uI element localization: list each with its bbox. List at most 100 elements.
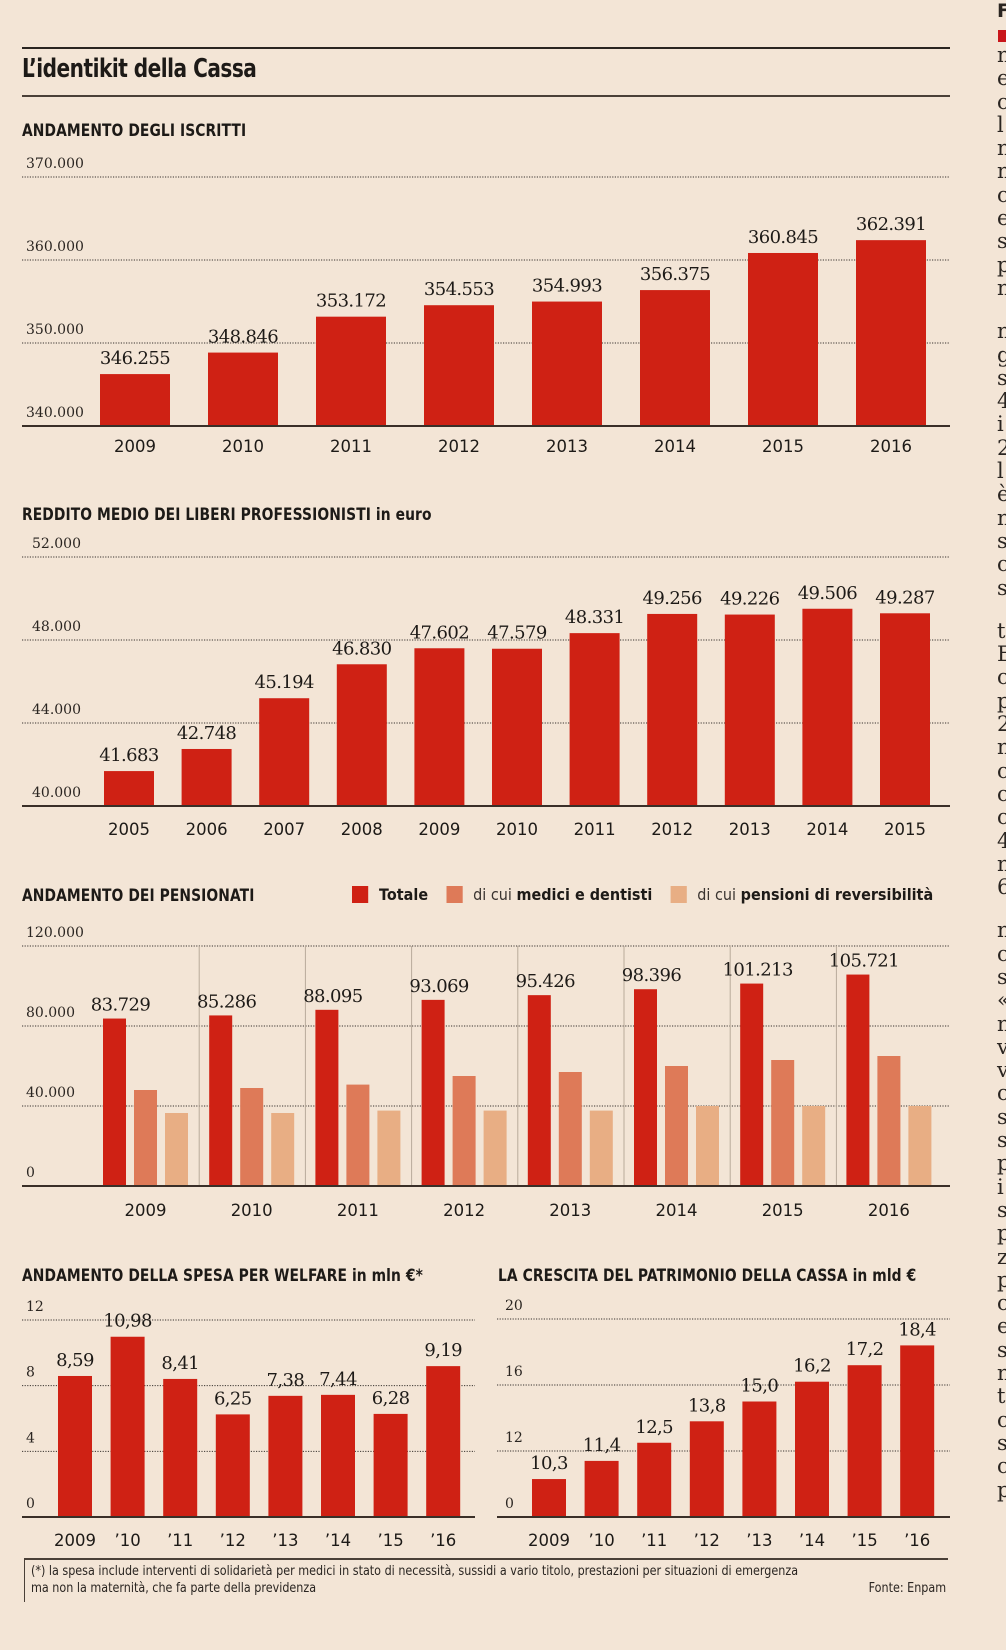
bar-totale [103, 1018, 126, 1186]
x-category-label: ’12 [220, 1531, 246, 1550]
bar [336, 664, 387, 806]
chart-title-welfare-unit: in mln €* [351, 1266, 423, 1285]
article-text-fragment: n [997, 1011, 1006, 1036]
footnote-box: (*) la spesa include interventi di solid… [24, 1558, 948, 1602]
bar-value-label: 356.375 [640, 264, 710, 285]
y-tick-label: 4 [26, 1430, 35, 1446]
legend-prefix-reversibilita: di cui [697, 885, 737, 904]
bar-medici [134, 1090, 157, 1186]
y-tick-label: 0 [26, 1496, 35, 1512]
chart-title-reddito: REDDITO MEDIO DEI LIBERI PROFESSIONISTI … [22, 505, 432, 524]
pensionati-legend: Totale di cui medici e dentisti di cui p… [352, 885, 951, 904]
bar [316, 316, 386, 426]
chart-title-welfare: ANDAMENTO DELLA SPESA PER WELFARE in mln… [22, 1266, 423, 1285]
y-tick-label: 120.000 [26, 925, 84, 941]
bar-value-label: 346.255 [100, 348, 170, 369]
article-text-fragment: z [997, 1244, 1006, 1269]
article-text-fragment: s [997, 575, 1006, 600]
article-text-fragment: p [997, 1267, 1006, 1292]
x-category-label: ’16 [430, 1531, 456, 1550]
bar-value-label: 16,2 [793, 1356, 831, 1377]
y-tick-label: 360.000 [26, 239, 84, 255]
bar-value-label: 93.069 [409, 976, 469, 997]
x-category-label: 2011 [330, 437, 372, 456]
bar [100, 374, 170, 426]
x-category-label: ’14 [325, 1531, 351, 1550]
article-text-fragment: n [997, 136, 1006, 161]
bar-medici [346, 1084, 370, 1186]
bar [426, 1366, 461, 1517]
chart-iscritti: 340.000 350.000 360.000 370.000 346.255 2009 3… [22, 156, 950, 456]
article-text-fragment: c [997, 665, 1006, 690]
y-tick-label: 44.000 [32, 702, 81, 718]
x-category-label: 2012 [438, 437, 480, 456]
legend-label-medici: medici e dentisti [516, 885, 653, 904]
bar-value-label: 49.226 [720, 589, 780, 610]
article-text-fragment: s [997, 1430, 1006, 1455]
bar-value-label: 7,44 [319, 1369, 357, 1390]
bar-value-label: 7,38 [267, 1370, 305, 1391]
bar-reversibilita [589, 1110, 613, 1186]
legend-item-totale: Totale [352, 885, 428, 904]
bar-totale [846, 974, 870, 1186]
bar-value-label: 354.993 [532, 276, 602, 297]
y-tick-label: 0 [505, 1496, 514, 1512]
bar [532, 301, 602, 426]
bar-value-label: 41.683 [99, 745, 159, 766]
x-category-label: ’13 [746, 1531, 772, 1550]
chart-title-patrimonio: LA CRESCITA DEL PATRIMONIO DELLA CASSA i… [498, 1266, 916, 1285]
chart-patrimonio: 0 12 16 20 10,3 2009 11,4 ’10 12,5 ’11 13,8 ’12 15,0… [497, 1298, 950, 1550]
source-credit: Fonte: Enpam [868, 1581, 946, 1596]
article-text-fragment: n [997, 159, 1006, 184]
legend-item-reversibilita: di cui pensioni di reversibilità [670, 885, 933, 904]
bar-value-label: 88.095 [303, 986, 363, 1007]
y-tick-label: 0 [26, 1165, 35, 1181]
x-category-label: ’15 [377, 1531, 403, 1550]
x-category-label: 2014 [806, 820, 848, 839]
x-category-label: 2009 [54, 1531, 96, 1550]
bar [268, 1395, 303, 1517]
article-text-fragment: c [997, 941, 1006, 966]
chart-welfare: 0 4 8 12 8,59 2009 10,98 ’10 8,41 ’11 6,25 ’12 7,38 ’… [22, 1299, 475, 1550]
bar-value-label: 6,28 [372, 1388, 410, 1409]
bar-totale [315, 1009, 339, 1186]
article-text-fragment: g [997, 342, 1006, 367]
bar [637, 1442, 672, 1517]
chart-title-welfare-main: ANDAMENTO DELLA SPESA PER WELFARE [22, 1266, 348, 1285]
y-tick-label: 12 [26, 1299, 44, 1315]
x-category-label: 2009 [114, 437, 156, 456]
article-text-fragment: p [997, 1151, 1006, 1176]
bar-value-label: 9,19 [424, 1340, 462, 1361]
x-category-label: ’16 [904, 1531, 930, 1550]
chart-title-pensionati: ANDAMENTO DEI PENSIONATI [22, 886, 255, 905]
article-text-fragment: c [997, 89, 1006, 114]
bar [58, 1375, 92, 1517]
bar [215, 1414, 250, 1517]
bar [414, 648, 465, 806]
x-category-label: ’11 [167, 1531, 193, 1550]
x-category-label: 2005 [108, 820, 150, 839]
y-tick-label: 12 [505, 1430, 523, 1446]
article-text-fragment: e [997, 206, 1006, 231]
chart-title-patrimonio-unit: in mld € [852, 1266, 917, 1285]
article-text-fragment: v [997, 1058, 1006, 1083]
bar-medici [240, 1088, 264, 1186]
bar-medici [877, 1056, 901, 1186]
bar [321, 1394, 355, 1517]
bar-medici [452, 1076, 476, 1186]
article-text-fragment: l [997, 112, 1004, 137]
bar-reversibilita [377, 1110, 401, 1186]
bar-value-label: 46.830 [332, 638, 392, 659]
bar-value-label: 42.748 [177, 723, 237, 744]
bar [208, 352, 278, 426]
article-text-fragment: p [997, 1221, 1006, 1246]
article-text-fragment: s [997, 229, 1006, 254]
x-category-label: ’14 [799, 1531, 825, 1550]
x-category-label: 2016 [870, 437, 912, 456]
bar [584, 1460, 619, 1517]
legend-label-reversibilita: pensioni di reversibilità [740, 885, 934, 904]
bar-value-label: 10,3 [530, 1453, 568, 1474]
article-text-fragment: n [997, 505, 1006, 530]
